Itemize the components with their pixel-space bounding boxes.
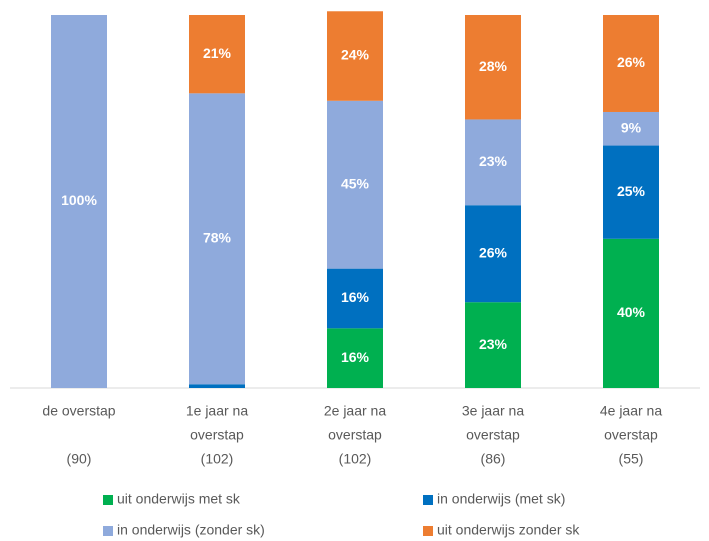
value-label: 16% xyxy=(341,289,370,305)
value-label: 21% xyxy=(203,45,232,61)
legend-label: uit onderwijs met sk xyxy=(117,491,241,507)
value-label: 23% xyxy=(479,153,508,169)
bar-segment xyxy=(51,15,107,388)
x-tick-label: 2e jaar na xyxy=(324,403,386,419)
bar-segment xyxy=(465,205,521,303)
legend-marker xyxy=(423,495,433,505)
x-tick-label: (102) xyxy=(201,451,234,467)
x-tick-label: overstap xyxy=(190,427,244,443)
bar-segment xyxy=(189,384,245,388)
x-tick-label: de overstap xyxy=(42,403,115,419)
bar-segment xyxy=(327,11,383,101)
value-label: 16% xyxy=(341,349,370,365)
x-tick-label: (55) xyxy=(619,451,644,467)
value-label: 28% xyxy=(479,58,508,74)
bar-segment xyxy=(327,100,383,269)
value-label: 23% xyxy=(479,336,508,352)
x-tick-label: (102) xyxy=(339,451,372,467)
legend-marker xyxy=(103,526,113,536)
value-label: 24% xyxy=(341,47,370,63)
legend-label: in onderwijs (zonder sk) xyxy=(117,522,265,538)
bar-segment xyxy=(327,328,383,388)
value-label: 26% xyxy=(479,244,508,260)
legend-label: uit onderwijs zonder sk xyxy=(437,522,580,538)
x-tick-label: overstap xyxy=(466,427,520,443)
x-tick-label: 3e jaar na xyxy=(462,403,524,419)
value-label: 45% xyxy=(341,175,370,191)
bar-segment xyxy=(465,119,521,206)
bar-segment xyxy=(189,93,245,385)
bar-segment xyxy=(465,15,521,120)
legend-marker xyxy=(103,495,113,505)
bar-segment xyxy=(603,15,659,112)
value-label: 25% xyxy=(617,183,646,199)
value-label: 9% xyxy=(621,119,642,135)
x-tick-label: 1e jaar na xyxy=(186,403,248,419)
x-tick-label: 4e jaar na xyxy=(600,403,662,419)
legend-marker xyxy=(423,526,433,536)
value-label: 40% xyxy=(617,304,646,320)
x-tick-label: (86) xyxy=(481,451,506,467)
x-tick-label: overstap xyxy=(604,427,658,443)
bar-segment xyxy=(603,145,659,239)
bar-segment xyxy=(327,268,383,329)
legend-label: in onderwijs (met sk) xyxy=(437,491,565,507)
bar-segment xyxy=(189,15,245,94)
value-label: 78% xyxy=(203,230,232,246)
bar-segment xyxy=(465,302,521,388)
value-label: 26% xyxy=(617,54,646,70)
x-tick-label: overstap xyxy=(328,427,382,443)
value-label: 100% xyxy=(61,192,97,208)
x-tick-label: (90) xyxy=(67,451,92,467)
bar-segment xyxy=(603,111,659,146)
bar-segment xyxy=(603,238,659,388)
